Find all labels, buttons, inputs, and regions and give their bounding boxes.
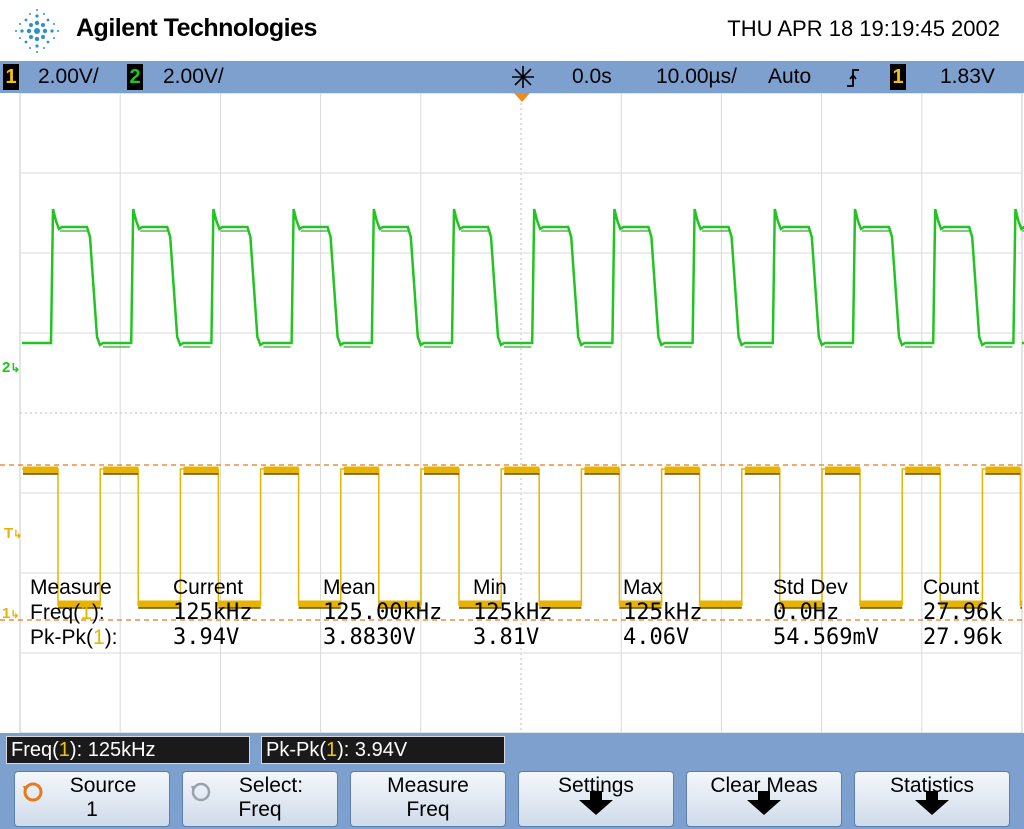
waveform-display[interactable]: 2↳ T↳ 1↳ (0, 93, 1024, 733)
table-header-row: Measure Current Mean Min Max Std Dev Cou… (30, 575, 1020, 600)
waveform-traces (0, 93, 1024, 621)
trigger-point-marker (514, 93, 530, 102)
trigger-position-icon (512, 66, 534, 88)
trigger-level-marker: T↳ (4, 525, 23, 542)
mean-value: 3.8830V (323, 625, 416, 650)
count-value: 27.96k (923, 600, 1003, 625)
channel-1-ground-marker: 1↳ (2, 605, 20, 622)
rising-edge-icon (847, 69, 859, 87)
channel-2-scale[interactable]: 2.00V/ (163, 65, 224, 88)
trigger-mode[interactable]: Auto (768, 65, 812, 88)
col-count: Count (923, 576, 980, 599)
header: Agilent Technologies THU APR 18 19:19:45… (0, 0, 1024, 61)
datetime: THU APR 18 19:19:45 2002 (727, 16, 1000, 41)
col-mean: Mean (323, 576, 376, 599)
channel-2-badge[interactable]: 2 (127, 64, 143, 90)
channel-2-trace-highlight (60, 230, 1024, 348)
softkey-panel: Freq(1): 125kHz Pk-Pk(1): 3.94V Source 1… (0, 733, 1024, 829)
col-std-dev: Std Dev (773, 576, 848, 599)
submenu-arrow-icon (579, 791, 613, 815)
measure-name: Freq(1): (30, 601, 105, 624)
submenu-arrow-icon (915, 791, 949, 815)
statistics-softkey[interactable]: Statistics (854, 771, 1010, 827)
time-delay[interactable]: 0.0s (572, 65, 612, 88)
freq-readout: Freq(1): 125kHz (6, 736, 250, 764)
agilent-logo-icon (15, 9, 59, 53)
channel-1-trace-level-bands (23, 466, 1022, 608)
col-max: Max (623, 576, 663, 599)
settings-softkey[interactable]: Settings (518, 771, 674, 827)
trigger-level[interactable]: 1.83V (940, 65, 995, 88)
entry-knob-icon (191, 782, 211, 802)
graticule (19, 93, 1023, 733)
max-value: 125kHz (623, 600, 703, 625)
pkpk-readout: Pk-Pk(1): 3.94V (261, 736, 505, 764)
col-measure: Measure (30, 576, 112, 599)
current-value: 125kHz (173, 600, 253, 625)
clear-meas-softkey[interactable]: Clear Meas (686, 771, 842, 827)
table-row: Freq(1): 125kHz 125.00kHz 125kHz 125kHz … (30, 600, 1020, 625)
col-min: Min (473, 576, 507, 599)
channel-1-badge[interactable]: 1 (3, 64, 19, 90)
measure-name: Pk-Pk(1): (30, 626, 118, 649)
channel-2-ground-marker: 2↳ (2, 359, 21, 376)
max-value: 4.06V (623, 625, 690, 650)
measurement-statistics: Measure Current Mean Min Max Std Dev Cou… (30, 575, 1020, 650)
time-base[interactable]: 10.00µs/ (656, 65, 737, 88)
count-value: 27.96k (923, 625, 1003, 650)
select-softkey[interactable]: Select: Freq (182, 771, 338, 827)
trigger-source-badge[interactable]: 1 (890, 64, 906, 90)
col-current: Current (173, 576, 244, 599)
channel-1-scale[interactable]: 2.00V/ (38, 65, 99, 88)
std-dev-value: 54.569mV (773, 625, 879, 650)
status-bar: 1 2.00V/ 2 2.00V/ 0.0s 10.00µs/ Auto 1 1… (0, 61, 1024, 93)
current-value: 3.94V (173, 625, 240, 650)
entry-knob-icon (23, 782, 43, 802)
min-value: 3.81V (473, 625, 540, 650)
std-dev-value: 0.0Hz (773, 600, 840, 625)
mean-value: 125.00kHz (323, 600, 443, 625)
channel-2-trace (22, 208, 1024, 347)
source-softkey[interactable]: Source 1 (14, 771, 170, 827)
submenu-arrow-icon (747, 791, 781, 815)
channel-1-trace-shadow (23, 473, 1022, 609)
min-value: 125kHz (473, 600, 553, 625)
brand-name: Agilent Technologies (76, 14, 317, 42)
table-row: Pk-Pk(1): 3.94V 3.8830V 3.81V 4.06V 54.5… (30, 625, 1020, 650)
measure-softkey[interactable]: Measure Freq (350, 771, 506, 827)
